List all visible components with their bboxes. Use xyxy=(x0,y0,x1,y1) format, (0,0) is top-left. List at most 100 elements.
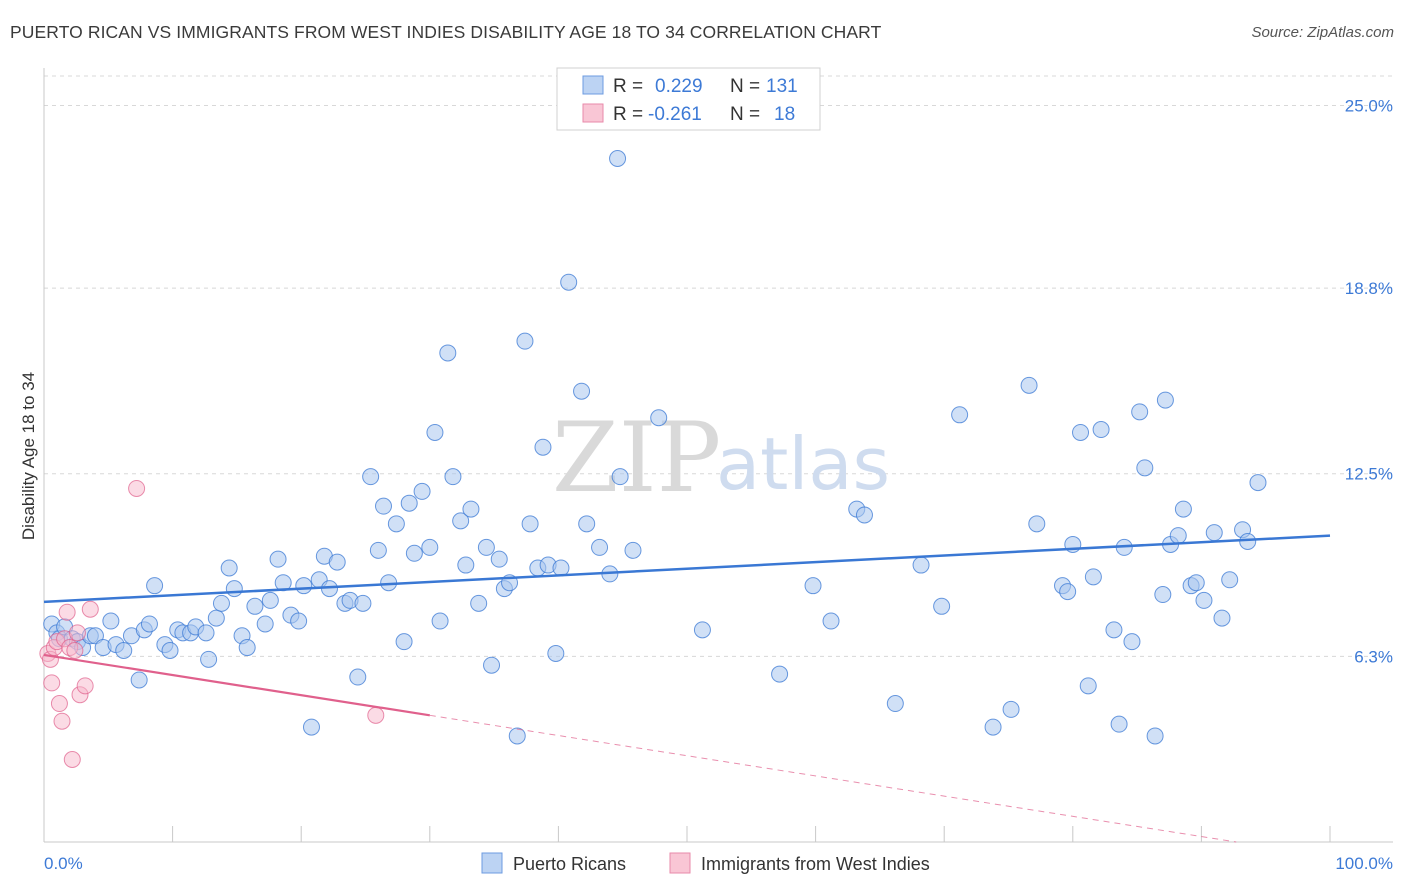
trend-line-immigrants xyxy=(43,653,430,717)
point-puerto-ricans xyxy=(1079,677,1097,695)
point-puerto-ricans xyxy=(560,273,578,291)
y-tick-labels: 6.3% 12.5% 18.8% 25.0% xyxy=(1345,96,1393,666)
point-puerto-ricans xyxy=(413,482,431,500)
point-puerto-ricans xyxy=(349,668,367,686)
point-puerto-ricans xyxy=(984,718,1002,736)
point-puerto-ricans xyxy=(855,506,873,524)
trend-line-puerto-ricans xyxy=(43,534,1331,604)
point-puerto-ricans xyxy=(200,650,218,668)
point-puerto-ricans xyxy=(354,594,372,612)
point-immigrants-west-indies xyxy=(128,479,146,497)
axes xyxy=(43,68,1393,843)
legend-swatch-pink xyxy=(582,103,604,123)
legend-r-value: -0.261 xyxy=(648,104,702,125)
point-puerto-ricans xyxy=(146,577,164,595)
x-tick-label-min: 0.0% xyxy=(44,854,83,873)
stats-legend: R = 0.229 N = 131 R = -0.261 N = 18 xyxy=(556,67,821,131)
legend-n-label: N = xyxy=(730,76,760,97)
point-puerto-ricans xyxy=(1156,391,1174,409)
point-puerto-ricans xyxy=(207,609,225,627)
y-axis-label: Disability Age 18 to 34 xyxy=(19,372,38,540)
point-puerto-ricans xyxy=(508,727,526,745)
legend-swatch-immigrants xyxy=(669,852,691,874)
point-puerto-ricans xyxy=(951,406,969,424)
point-puerto-ricans xyxy=(534,438,552,456)
point-puerto-ricans xyxy=(362,468,380,486)
point-puerto-ricans xyxy=(490,550,508,568)
point-puerto-ricans xyxy=(552,559,570,577)
legend-label-puerto-ricans: Puerto Ricans xyxy=(513,854,626,874)
point-puerto-ricans xyxy=(439,344,457,362)
point-immigrants-west-indies xyxy=(50,695,68,713)
legend-n-label: N = xyxy=(730,104,760,125)
legend-swatch-puerto-ricans xyxy=(481,852,503,874)
point-puerto-ricans xyxy=(912,556,930,574)
point-puerto-ricans xyxy=(1092,421,1110,439)
point-puerto-ricans xyxy=(611,468,629,486)
chart-title: PUERTO RICAN VS IMMIGRANTS FROM WEST IND… xyxy=(10,22,882,42)
point-puerto-ricans xyxy=(161,642,179,659)
point-puerto-ricans xyxy=(1213,609,1231,627)
point-puerto-ricans xyxy=(1169,527,1187,545)
point-puerto-ricans xyxy=(804,577,822,595)
point-puerto-ricans xyxy=(452,512,470,530)
point-puerto-ricans xyxy=(573,382,591,400)
point-puerto-ricans xyxy=(130,671,148,689)
point-puerto-ricans xyxy=(1028,515,1046,533)
point-puerto-ricans xyxy=(516,332,534,350)
point-puerto-ricans xyxy=(256,615,274,633)
grid-lines xyxy=(44,75,1393,657)
legend-r-label: R = xyxy=(613,104,643,125)
point-puerto-ricans xyxy=(609,149,627,167)
point-puerto-ricans xyxy=(1174,500,1192,518)
point-immigrants-west-indies xyxy=(367,706,385,724)
watermark-zip: ZIP xyxy=(552,402,721,514)
point-puerto-ricans xyxy=(197,624,215,642)
point-puerto-ricans xyxy=(290,612,308,630)
point-puerto-ricans xyxy=(86,627,104,645)
point-immigrants-west-indies xyxy=(58,603,76,621)
point-puerto-ricans xyxy=(140,615,158,633)
legend-r-label: R = xyxy=(613,76,643,97)
watermark: ZIP atlas xyxy=(552,402,890,514)
point-puerto-ricans xyxy=(212,594,230,612)
legend-n-value: 18 xyxy=(774,104,795,125)
legend-label-immigrants: Immigrants from West Indies xyxy=(701,854,930,874)
point-puerto-ricans xyxy=(886,695,904,713)
watermark-atlas: atlas xyxy=(716,422,890,506)
y-tick-label: 12.5% xyxy=(1345,465,1393,484)
point-puerto-ricans xyxy=(431,612,449,630)
point-puerto-ricans xyxy=(426,423,444,441)
point-puerto-ricans xyxy=(328,553,346,571)
point-puerto-ricans xyxy=(405,544,423,562)
point-puerto-ricans xyxy=(771,665,789,683)
point-puerto-ricans xyxy=(693,621,711,639)
point-immigrants-west-indies xyxy=(63,751,81,769)
point-puerto-ricans xyxy=(1205,524,1223,542)
point-puerto-ricans xyxy=(246,597,264,615)
point-puerto-ricans xyxy=(1084,568,1102,586)
trend-line-immigrants-extension xyxy=(429,714,1237,843)
point-puerto-ricans xyxy=(238,639,256,657)
point-puerto-ricans xyxy=(470,594,488,612)
point-puerto-ricans xyxy=(295,577,313,595)
point-puerto-ricans xyxy=(624,541,642,559)
point-puerto-ricans xyxy=(1105,621,1123,639)
point-puerto-ricans xyxy=(1123,633,1141,651)
series-legend: Puerto Ricans Immigrants from West Indie… xyxy=(481,852,930,874)
chart-source: Source: ZipAtlas.com xyxy=(1251,24,1394,41)
point-puerto-ricans xyxy=(1249,474,1267,492)
point-puerto-ricans xyxy=(1110,715,1128,733)
point-immigrants-west-indies xyxy=(53,712,71,730)
point-puerto-ricans xyxy=(1020,376,1038,394)
point-puerto-ricans xyxy=(457,556,475,574)
point-puerto-ricans xyxy=(1002,700,1020,718)
point-puerto-ricans xyxy=(578,515,596,533)
point-puerto-ricans xyxy=(225,580,243,598)
point-puerto-ricans xyxy=(1195,591,1213,609)
point-immigrants-west-indies xyxy=(68,624,86,642)
point-puerto-ricans xyxy=(1136,459,1154,477)
point-puerto-ricans xyxy=(375,497,393,515)
y-tick-label: 6.3% xyxy=(1354,647,1393,666)
